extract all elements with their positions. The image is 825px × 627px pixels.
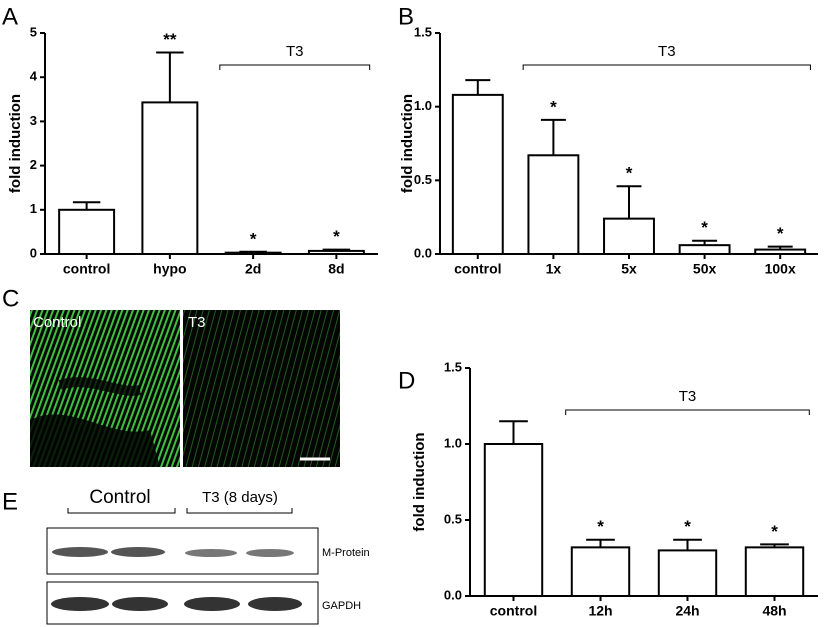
y-tick-label: 2 [30,157,37,172]
panel-letter: C [2,285,19,312]
significance-label: * [701,218,708,237]
band-label: GAPDH [322,600,361,612]
bracket-label: T3 [679,388,697,405]
panel-letter: B [398,3,414,30]
bracket-label: T3 [658,43,676,60]
y-axis-label: fold induction [7,94,24,193]
bracket-label: T3 [286,43,304,60]
y-tick-label: 0 [30,245,37,260]
significance-label: * [250,229,257,248]
x-tick-label: control [63,261,110,277]
y-tick-label: 0.0 [444,587,462,602]
error-bar [673,538,702,551]
bar [657,549,718,598]
panel-letter: E [2,488,18,515]
bar [58,208,116,256]
significance-label: * [777,224,784,243]
bar [603,217,655,255]
bar [678,244,731,256]
x-tick-label: 50x [693,261,717,277]
panel-letter: D [398,367,415,394]
y-tick-label: 5 [30,24,37,39]
x-tick-label: 12h [588,603,612,619]
y-tick-label: 3 [30,113,37,128]
y-tick-label: 0.0 [414,245,432,260]
bracket [522,64,811,70]
significance-label: * [550,97,557,116]
group-label: Control [89,487,150,508]
x-tick-label: 5x [621,261,637,277]
x-tick-label: 48h [762,603,786,619]
y-tick-label: 1.0 [414,98,432,113]
y-tick-label: 0.5 [414,172,432,187]
significance-label: * [597,517,604,536]
error-bar [465,79,491,95]
group-label: T3 (8 days) [202,489,278,506]
x-tick-label: control [454,261,501,277]
x-tick-label: 8d [328,261,344,277]
error-bar [616,185,642,219]
x-tick-label: hypo [153,261,186,277]
bracket [219,64,371,70]
x-tick-label: control [490,603,537,619]
y-tick-label: 0.5 [444,511,462,526]
image-label: Control [33,314,81,331]
bar [224,251,282,255]
x-tick-label: 100x [765,261,796,277]
error-bar [586,538,615,548]
y-axis-label: fold induction [411,432,428,531]
bracket [565,409,810,415]
y-tick-label: 1.0 [444,435,462,450]
y-tick-label: 1 [30,201,37,216]
significance-label: * [771,522,778,541]
significance-label: * [684,517,691,536]
bar [451,93,504,255]
error-bar [72,201,101,210]
significance-label: * [333,227,340,246]
band-label: M-Protein [322,547,370,559]
x-tick-label: 2d [245,261,261,277]
micrograph: Control T3 [30,310,340,467]
y-tick-label: 1.5 [444,359,462,374]
western-blot: Control T3 (8 days) M-Protein GAPDH [46,487,370,625]
error-bar [156,51,184,103]
error-bar [540,118,566,156]
bar [527,154,580,255]
bar [483,443,544,597]
panel-letter: A [2,3,18,30]
image-label: T3 [188,314,206,331]
bar [570,546,631,597]
y-tick-label: 1.5 [414,24,432,39]
bar [754,248,807,256]
significance-label: * [626,164,633,183]
bar [307,249,365,256]
significance-label: ** [163,30,177,49]
error-bar [499,420,528,444]
x-tick-label: 1x [546,261,562,277]
y-tick-label: 4 [30,69,38,84]
bar [744,546,805,597]
bar [141,101,199,255]
x-tick-label: 24h [675,603,699,619]
y-axis-label: fold induction [399,94,416,193]
